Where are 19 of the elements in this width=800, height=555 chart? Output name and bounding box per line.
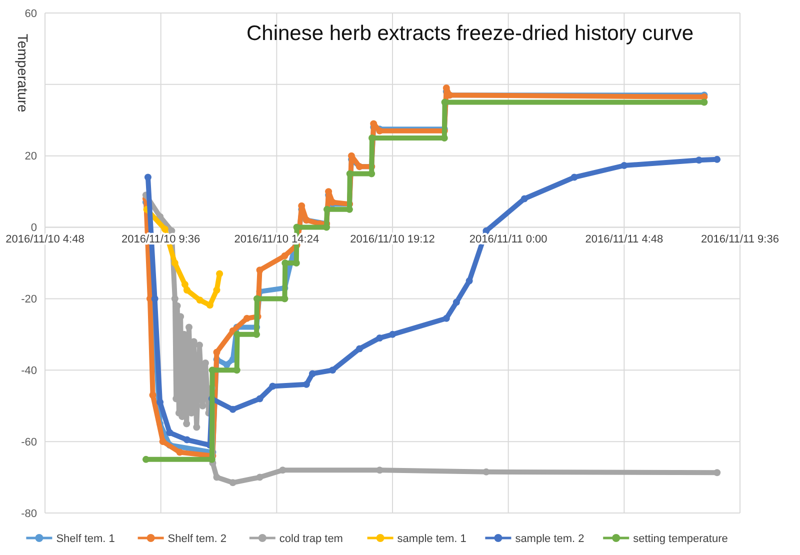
y-tick-label: 0 bbox=[30, 222, 37, 234]
x-tick-label: 2016/11/11 9:36 bbox=[701, 233, 779, 246]
x-tick-label: 2016/11/10 4:48 bbox=[6, 233, 84, 246]
y-tick-label: 20 bbox=[24, 150, 37, 163]
y-tick-label: -80 bbox=[21, 508, 37, 520]
legend-label: Shelf tem. 1 bbox=[56, 532, 115, 545]
legend-label: cold trap tem bbox=[279, 532, 343, 545]
chart-title: Chinese herb extracts freeze-dried history curve bbox=[246, 22, 694, 45]
legend-label: Shelf tem. 2 bbox=[168, 532, 227, 545]
legend-label: sample tem. 2 bbox=[515, 532, 584, 545]
y-tick-label: -40 bbox=[21, 364, 37, 377]
y-tick-label: -60 bbox=[21, 436, 37, 448]
x-tick-label: 2016/11/11 4:48 bbox=[585, 233, 664, 246]
y-tick-label: -20 bbox=[21, 294, 37, 306]
legend-label: sample tem. 1 bbox=[397, 532, 466, 545]
y-tick-label: 60 bbox=[24, 8, 37, 20]
y-axis-title: Temperature bbox=[15, 34, 31, 113]
x-tick-label: 2016/11/10 19:12 bbox=[350, 233, 435, 246]
legend-label: setting temperature bbox=[633, 532, 728, 545]
